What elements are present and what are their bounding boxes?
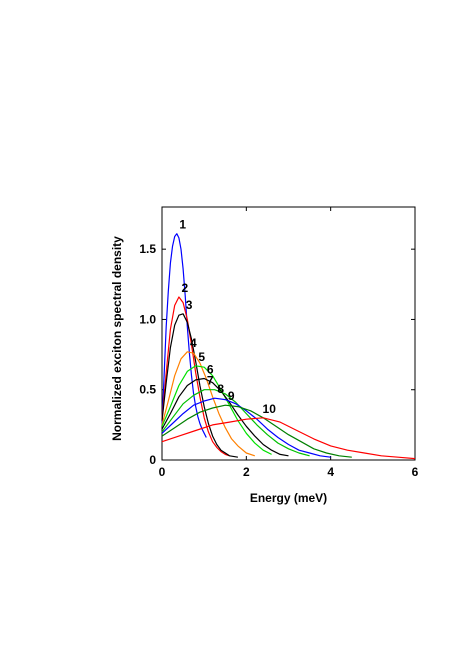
curve-label-6: 6 [207, 362, 214, 376]
y-tick-label: 0.5 [139, 383, 156, 397]
y-axis-title: Normalized exciton spectral density [110, 236, 124, 441]
curve-label-4: 4 [190, 336, 197, 350]
series-line-10 [161, 417, 416, 460]
series-line-4 [161, 351, 255, 457]
curve-label-1: 1 [179, 218, 186, 232]
x-tick-label: 4 [327, 465, 334, 479]
series-line-5 [161, 365, 272, 455]
x-tick-label: 0 [159, 465, 166, 479]
curve-label-2: 2 [182, 281, 189, 295]
y-tick-label: 1.0 [139, 312, 156, 326]
curve-label-10: 10 [263, 402, 277, 416]
y-tick-label: 0 [149, 453, 156, 467]
series-line-2 [161, 296, 230, 457]
curve-label-3: 3 [186, 298, 193, 312]
x-tick-label: 6 [412, 465, 419, 479]
chart-series [161, 233, 416, 460]
series-line-7 [161, 389, 310, 457]
curve-label-7: 7 [207, 374, 214, 388]
series-line-6 [161, 377, 289, 457]
x-tick-label: 2 [243, 465, 250, 479]
curve-label-5: 5 [198, 350, 205, 364]
series-line-9 [161, 404, 352, 458]
series-line-1 [161, 233, 207, 438]
curve-label-9: 9 [228, 389, 235, 403]
series-line-8 [161, 397, 331, 458]
curve-label-8: 8 [217, 382, 224, 396]
chart-axes: 0 2 4 600.51.01.5 [139, 206, 419, 479]
plot-frame [161, 206, 416, 461]
x-axis-title: Energy (meV) [250, 491, 327, 505]
y-tick-label: 1.5 [139, 242, 156, 256]
series-line-3 [161, 313, 238, 458]
